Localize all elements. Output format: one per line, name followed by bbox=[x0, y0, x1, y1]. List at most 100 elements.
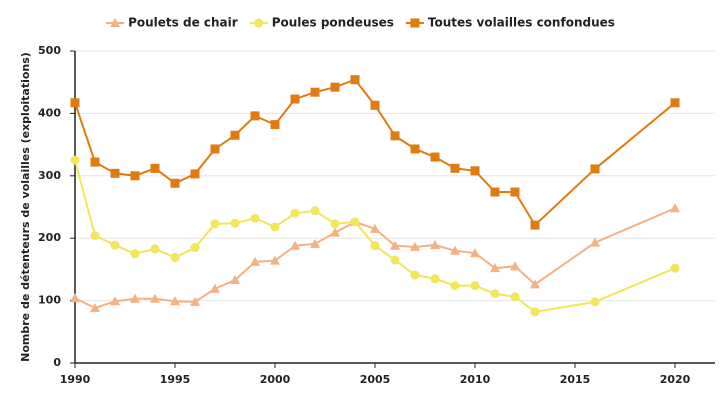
data-point bbox=[390, 240, 400, 250]
data-point bbox=[510, 187, 520, 197]
data-point bbox=[430, 240, 440, 250]
data-point bbox=[210, 283, 220, 293]
data-point bbox=[150, 293, 160, 303]
data-point bbox=[130, 249, 140, 259]
data-point bbox=[370, 100, 380, 110]
data-point bbox=[330, 219, 340, 229]
data-point bbox=[410, 241, 420, 251]
data-point bbox=[110, 168, 120, 178]
data-point bbox=[390, 255, 400, 265]
data-point bbox=[250, 213, 260, 223]
data-point bbox=[390, 131, 400, 141]
data-point bbox=[190, 296, 200, 306]
data-point bbox=[490, 263, 500, 273]
y-tick-label: 400 bbox=[38, 106, 61, 119]
data-point bbox=[530, 279, 540, 289]
data-point bbox=[670, 263, 680, 273]
data-point bbox=[350, 217, 360, 227]
y-tick-label: 500 bbox=[38, 44, 61, 57]
data-point bbox=[90, 231, 100, 241]
x-tick-label: 1995 bbox=[160, 373, 191, 386]
data-point bbox=[430, 152, 440, 162]
data-point bbox=[670, 98, 680, 108]
data-point bbox=[530, 220, 540, 230]
data-point bbox=[270, 222, 280, 232]
data-point bbox=[510, 261, 520, 271]
data-point bbox=[230, 130, 240, 140]
data-point bbox=[470, 281, 480, 291]
legend-text: Poulets de chair bbox=[128, 16, 238, 30]
data-point bbox=[510, 292, 520, 302]
x-tick-label: 2020 bbox=[660, 373, 691, 386]
data-point bbox=[470, 248, 480, 258]
legend-text: Toutes volailles confondues bbox=[428, 16, 615, 30]
data-point bbox=[470, 166, 480, 176]
data-point bbox=[590, 164, 600, 174]
data-point bbox=[450, 245, 460, 255]
y-tick-label: 100 bbox=[38, 294, 61, 307]
data-point bbox=[310, 87, 320, 97]
data-point bbox=[130, 171, 140, 181]
data-point bbox=[410, 270, 420, 280]
data-point bbox=[150, 244, 160, 254]
data-point bbox=[250, 111, 260, 121]
legend-marker bbox=[254, 18, 264, 28]
y-tick-label: 200 bbox=[38, 231, 61, 244]
data-point bbox=[170, 178, 180, 188]
data-point bbox=[410, 144, 420, 154]
x-tick-label: 2000 bbox=[260, 373, 291, 386]
data-point bbox=[230, 218, 240, 228]
x-tick-label: 2015 bbox=[560, 373, 591, 386]
series-line bbox=[74, 159, 676, 313]
data-point bbox=[190, 169, 200, 179]
x-tick-label: 2010 bbox=[460, 373, 491, 386]
data-point bbox=[530, 307, 540, 317]
legend-text: Poules pondeuses bbox=[272, 16, 394, 30]
x-tick-label: 1990 bbox=[60, 373, 91, 386]
data-point bbox=[310, 238, 320, 248]
data-point bbox=[110, 240, 120, 250]
data-point bbox=[210, 219, 220, 229]
data-point bbox=[450, 163, 460, 173]
data-point bbox=[290, 240, 300, 250]
data-point bbox=[210, 144, 220, 154]
legend-marker bbox=[110, 18, 121, 27]
data-point bbox=[270, 255, 280, 265]
data-point bbox=[350, 75, 360, 85]
data-point bbox=[90, 303, 100, 313]
data-point bbox=[370, 223, 380, 233]
data-point bbox=[170, 296, 180, 306]
data-point bbox=[310, 206, 320, 216]
data-point bbox=[70, 293, 80, 303]
data-point bbox=[290, 208, 300, 218]
data-point bbox=[130, 293, 140, 303]
data-point bbox=[490, 289, 500, 299]
data-point bbox=[90, 157, 100, 167]
data-point bbox=[290, 94, 300, 104]
x-tick-label: 2005 bbox=[360, 373, 391, 386]
data-point bbox=[450, 281, 460, 291]
data-point bbox=[170, 253, 180, 263]
data-point bbox=[110, 296, 120, 306]
y-tick-label: 300 bbox=[38, 169, 61, 182]
data-point bbox=[370, 241, 380, 251]
legend-marker bbox=[410, 18, 420, 28]
data-point bbox=[250, 256, 260, 266]
data-point bbox=[490, 187, 500, 197]
data-point bbox=[230, 275, 240, 285]
data-point bbox=[70, 155, 80, 165]
data-point bbox=[190, 243, 200, 253]
data-point bbox=[150, 163, 160, 173]
data-point bbox=[670, 203, 680, 213]
series-line bbox=[74, 207, 676, 310]
data-point bbox=[70, 98, 80, 108]
y-tick-label: 0 bbox=[53, 356, 61, 369]
y-axis-label: Nombre de détenteurs de volailles (explo… bbox=[19, 52, 32, 362]
data-point bbox=[330, 227, 340, 237]
data-point bbox=[590, 297, 600, 307]
data-point bbox=[430, 274, 440, 284]
data-point bbox=[330, 82, 340, 92]
data-point bbox=[590, 237, 600, 247]
data-point bbox=[270, 120, 280, 130]
